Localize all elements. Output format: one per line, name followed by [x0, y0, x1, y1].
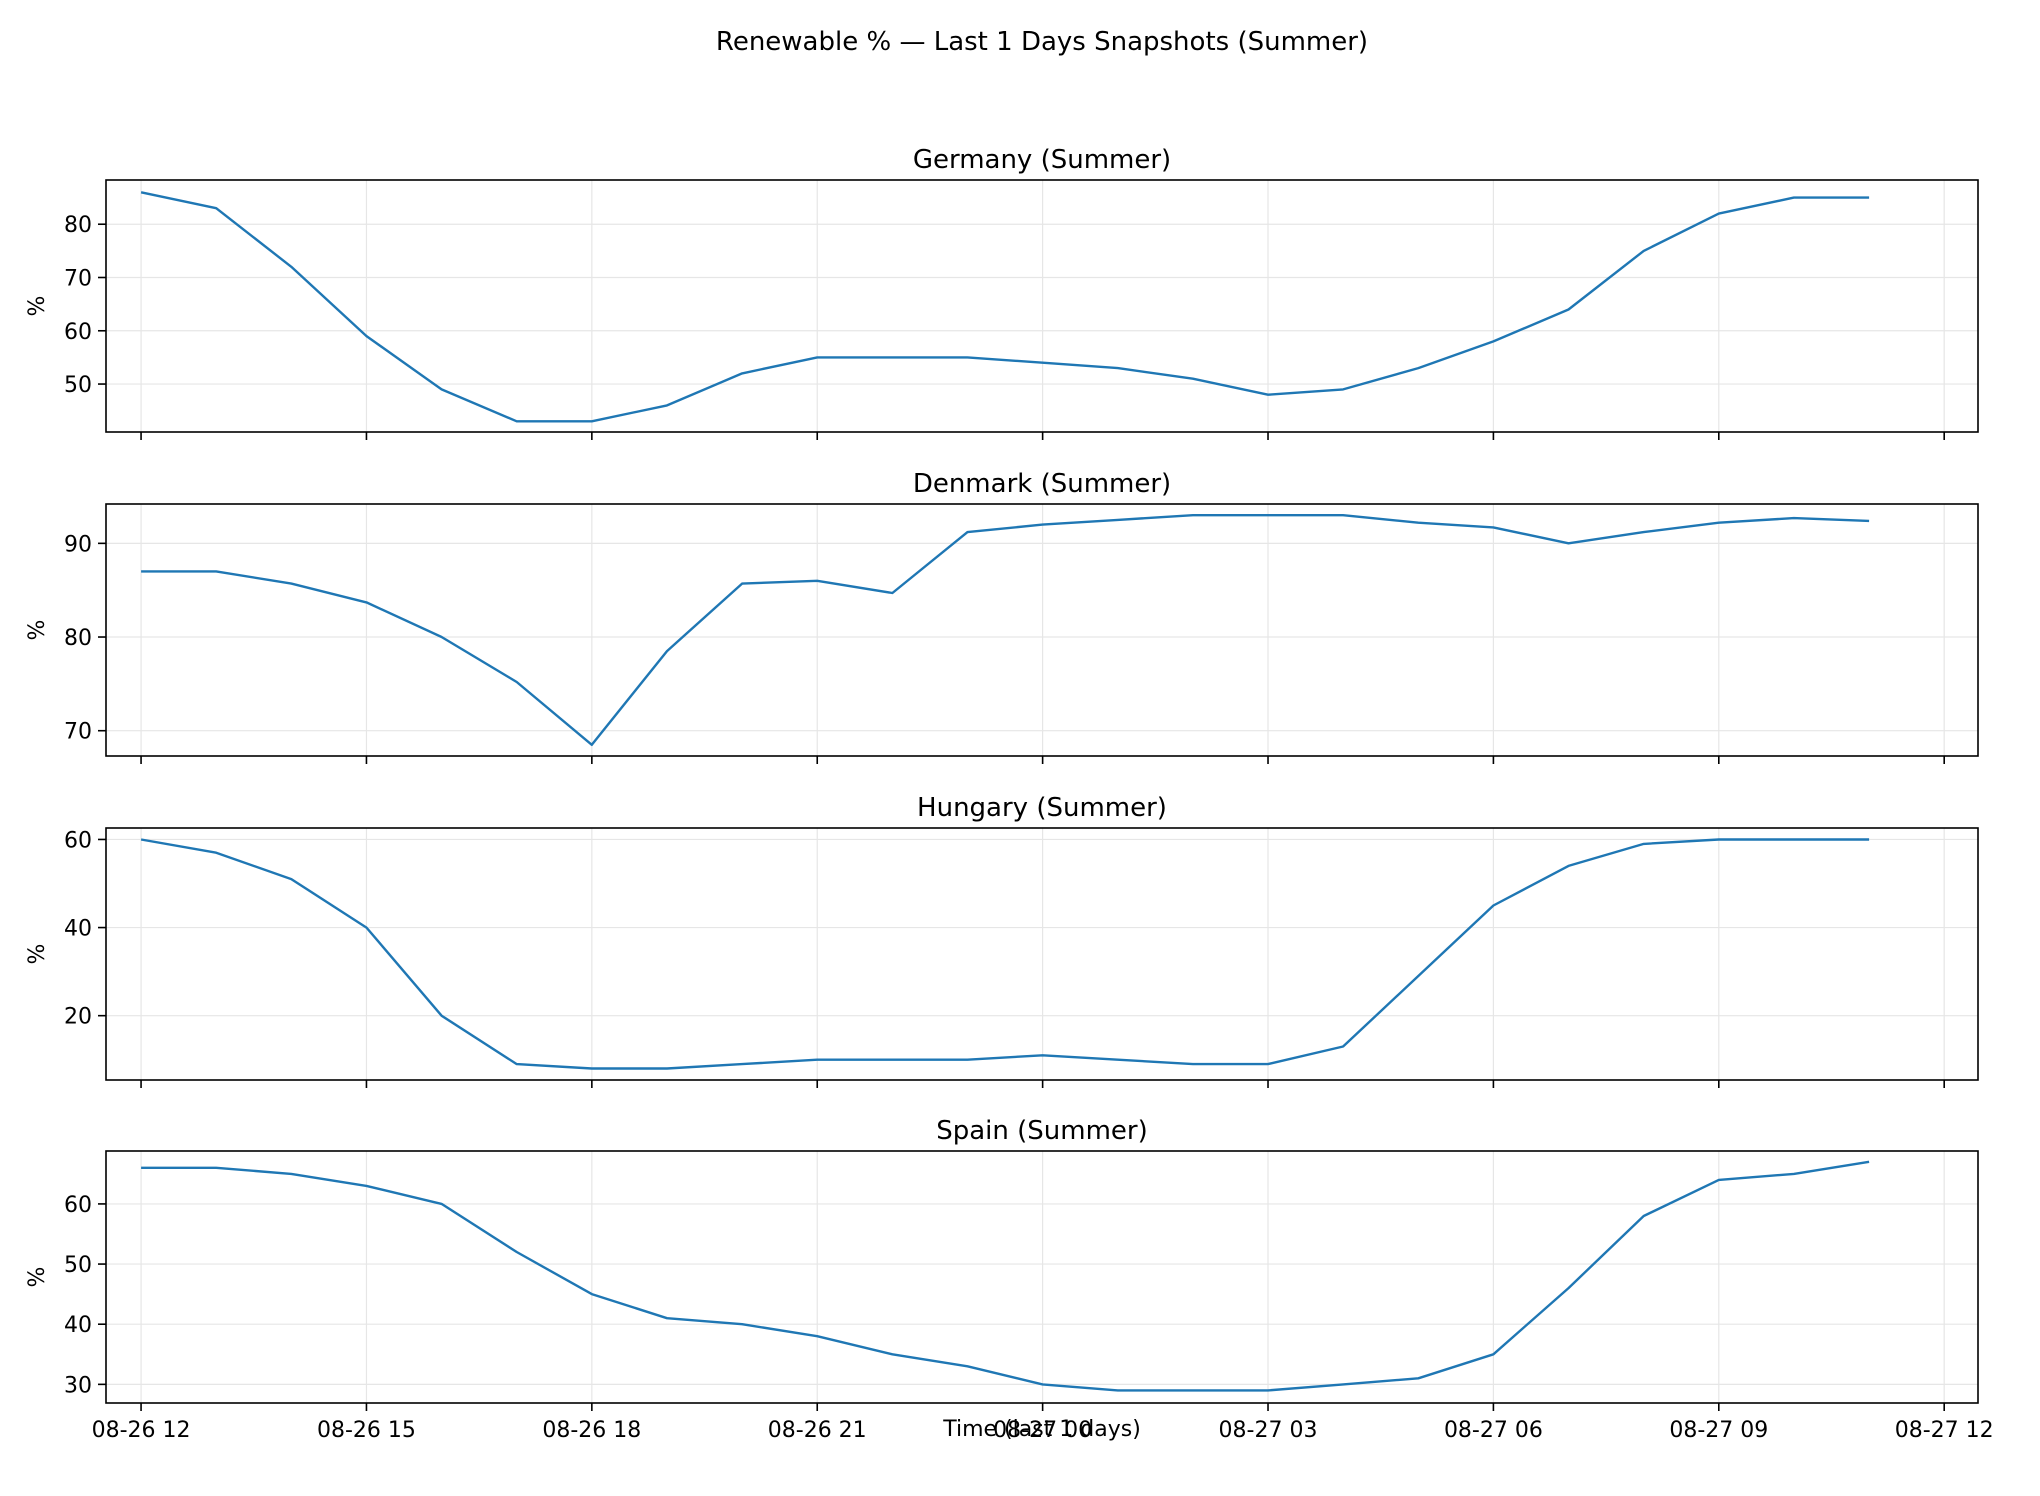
y-tick-label: 80	[64, 213, 92, 238]
x-tick-label: 08-26 15	[317, 1418, 416, 1443]
subplot-title: Germany (Summer)	[913, 145, 1171, 175]
x-axis-label: Time (last 1 days)	[942, 1417, 1141, 1442]
figure-title: Renewable % — Last 1 Days Snapshots (Sum…	[716, 27, 1368, 57]
subplot-hungary: Hungary (Summer)% 20 40 60	[25, 793, 1979, 1088]
y-tick-label: 80	[64, 626, 92, 651]
y-tick-label: 40	[64, 1313, 92, 1338]
axes-frame	[105, 179, 1979, 433]
y-tick-label: 70	[64, 720, 92, 745]
series-line-spain	[141, 1160, 1870, 1392]
y-tick-label: 40	[64, 917, 92, 942]
subplot-title: Hungary (Summer)	[917, 793, 1167, 823]
y-tick-label: 70	[64, 266, 92, 291]
axes-frame	[105, 827, 1979, 1081]
x-tick-label: 08-27 03	[1219, 1418, 1318, 1443]
subplot-germany: Germany (Summer)% 50 60 70 80	[25, 145, 1979, 440]
y-tick-label: 50	[64, 373, 92, 398]
subplot-denmark: Denmark (Summer)% 70 80 90	[25, 469, 1979, 764]
x-tick-label: 08-26 18	[542, 1418, 641, 1443]
y-tick-label: 60	[64, 828, 92, 853]
x-tick-label: 08-27 00	[993, 1418, 1092, 1443]
y-tick-label: 20	[64, 1005, 92, 1030]
y-tick-label: 60	[64, 320, 92, 345]
x-tick-label: 08-27 06	[1444, 1418, 1543, 1443]
y-tick-label: 50	[64, 1253, 92, 1278]
x-tick-label: 08-27 09	[1669, 1418, 1768, 1443]
y-tick-label: 60	[64, 1193, 92, 1218]
y-axis-label: %	[25, 944, 50, 965]
subplot-spain: Spain (Summer)% 08-26 12 08-26 15 08-26 18 0…	[25, 1116, 1994, 1443]
x-tick-label: 08-26 12	[92, 1418, 191, 1443]
axes-frame	[105, 1150, 1979, 1404]
y-axis-label: %	[25, 296, 50, 317]
subplot-title: Spain (Summer)	[936, 1116, 1148, 1146]
series-line-denmark	[141, 514, 1870, 746]
y-axis-label: %	[25, 1267, 50, 1288]
subplot-title: Denmark (Summer)	[913, 469, 1171, 499]
series-line-hungary	[140, 838, 1870, 1070]
axes-frame	[105, 503, 1979, 757]
x-tick-label: 08-26 21	[768, 1418, 867, 1443]
y-tick-label: 30	[64, 1373, 92, 1398]
x-tick-label: 08-27 12	[1895, 1418, 1994, 1443]
y-axis-label: %	[25, 620, 50, 641]
series-line-germany	[140, 191, 1870, 423]
y-tick-label: 90	[64, 532, 92, 557]
